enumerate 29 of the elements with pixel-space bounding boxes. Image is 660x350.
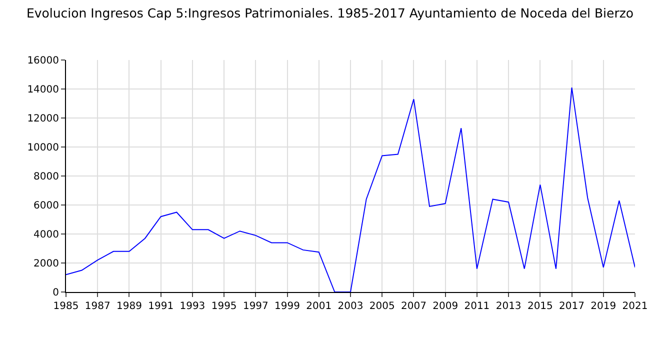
y-tick-label: 14000 (27, 84, 59, 96)
x-tick-label: 2005 (369, 301, 395, 312)
x-tick-label: 2009 (432, 301, 458, 312)
x-tick-label: 2017 (559, 301, 585, 312)
x-tick-label: 2013 (496, 301, 522, 312)
y-tick-label: 0 (52, 288, 59, 298)
x-tick-label: 2001 (306, 301, 332, 312)
x-tick-label: 2011 (464, 301, 490, 312)
x-tick-label: 2021 (622, 301, 648, 312)
x-tick-label: 1989 (116, 301, 142, 312)
y-tick-label: 10000 (27, 142, 59, 154)
x-tick-label: 1997 (242, 301, 268, 312)
y-tick-label: 6000 (34, 200, 59, 212)
y-tick-label: 4000 (34, 230, 59, 240)
x-tick-label: 2003 (338, 301, 364, 312)
x-tick-label: 2019 (590, 301, 616, 312)
x-tick-label: 1985 (53, 301, 79, 312)
y-tick-label: 8000 (34, 172, 59, 182)
y-tick-label: 2000 (34, 258, 59, 270)
x-tick-label: 1995 (211, 301, 237, 312)
x-tick-label: 1991 (148, 301, 174, 312)
x-tick-label: 2015 (527, 301, 553, 312)
x-tick-label: 1993 (180, 301, 206, 312)
y-tick-label: 12000 (27, 114, 59, 124)
x-tick-label: 1999 (274, 301, 300, 312)
x-tick-label: 2007 (400, 301, 426, 312)
x-tick-label: 1987 (84, 301, 110, 312)
chart-title: Evolucion Ingresos Cap 5:Ingresos Patrimoniales. 1985-2017 Ayuntamiento de Noceda del Bierzo (26, 6, 634, 20)
y-tick-label: 16000 (27, 56, 59, 66)
